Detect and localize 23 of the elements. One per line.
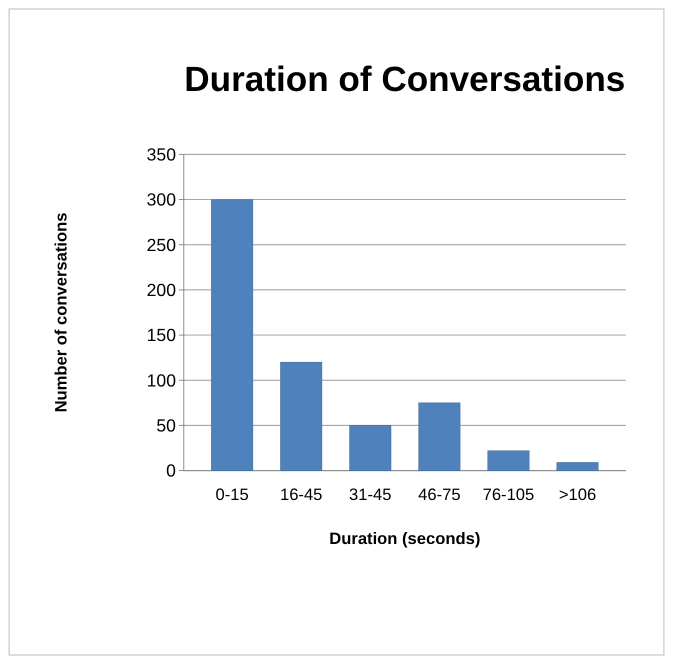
bar: [487, 450, 530, 471]
x-axis-title: Duration (seconds): [329, 528, 480, 548]
y-tick-label: 300: [146, 190, 176, 210]
chart-title: Duration of Conversations: [184, 60, 626, 99]
y-tick-label: 250: [146, 234, 176, 255]
bar: [211, 199, 254, 471]
y-tick-label: 200: [146, 280, 176, 300]
x-tick-label: 46-75: [418, 484, 461, 504]
x-tick-label: >106: [558, 484, 596, 504]
bar: [418, 402, 460, 471]
y-tick-label: 100: [146, 370, 176, 390]
y-tick-label: 150: [146, 325, 176, 346]
y-tick-label: 350: [146, 144, 176, 165]
x-tick-label: 0-15: [216, 484, 249, 504]
bar: [349, 425, 392, 471]
x-tick-label: 16-45: [280, 484, 322, 504]
bar: [280, 362, 322, 471]
bar: [556, 462, 598, 471]
y-axis-title: Number of conversations: [52, 212, 71, 412]
y-tick-label: 50: [156, 416, 176, 436]
x-tick-label: 76-105: [482, 484, 534, 504]
y-tick-label: 0: [166, 460, 176, 481]
x-tick-label: 31-45: [349, 484, 392, 504]
